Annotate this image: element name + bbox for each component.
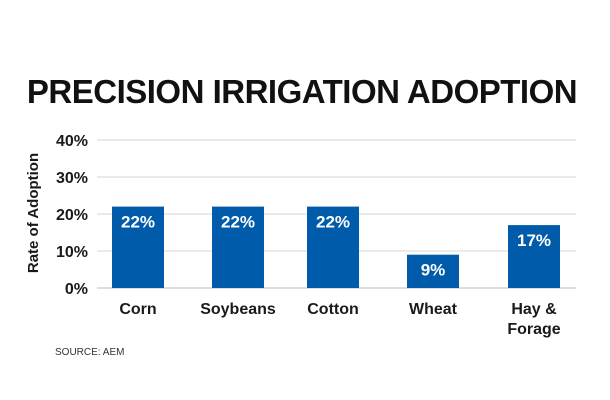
source-note: SOURCE: AEM	[55, 347, 124, 358]
y-tick-label: 10%	[56, 244, 88, 261]
y-tick-label: 40%	[56, 133, 88, 150]
x-category-label: Soybeans	[200, 301, 276, 318]
bar-hay-forage	[508, 225, 560, 288]
data-label: 22%	[121, 213, 155, 232]
bar-soybeans	[212, 206, 264, 288]
x-category-label: Hay & Forage	[507, 301, 560, 338]
y-axis-ticks: 0% 10% 20% 30% 40%	[56, 133, 88, 298]
x-category-label: Wheat	[409, 301, 458, 318]
data-label: 22%	[221, 213, 255, 232]
bar-cotton	[307, 206, 359, 288]
data-label: 17%	[517, 231, 551, 250]
data-labels: 22% 22% 22% 9% 17%	[121, 213, 551, 280]
x-category-label: Cotton	[307, 301, 359, 318]
y-tick-label: 0%	[65, 281, 88, 298]
chart-title: PRECISION IRRIGATION ADOPTION	[27, 73, 577, 110]
x-category-label: Corn	[119, 301, 156, 318]
bar-corn	[112, 206, 164, 288]
data-label: 9%	[421, 261, 446, 280]
bars	[112, 206, 560, 288]
data-label: 22%	[316, 213, 350, 232]
y-tick-label: 30%	[56, 170, 88, 187]
y-tick-label: 20%	[56, 207, 88, 224]
x-axis-categories: Corn Soybeans Cotton Wheat Hay & Forage	[119, 301, 560, 338]
y-axis-label: Rate of Adoption	[25, 153, 42, 273]
bar-wheat	[407, 254, 459, 288]
